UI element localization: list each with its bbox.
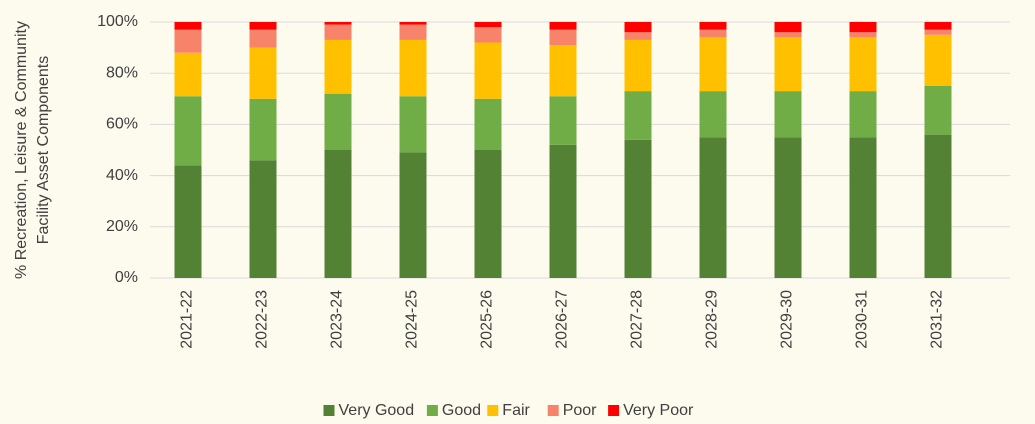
x-tick-label: 2028-29: [704, 290, 721, 349]
x-tick-label: 2026-27: [554, 290, 571, 349]
y-tick-label: 80%: [106, 64, 138, 81]
legend-label: Good: [442, 402, 481, 419]
x-tick-label: 2025-26: [479, 290, 496, 349]
bar-segment: [924, 86, 952, 135]
bar-segment: [624, 39, 652, 92]
legend-label: Poor: [563, 402, 597, 419]
bar-segment: [624, 139, 652, 278]
bar-segment: [924, 134, 952, 278]
bar-segment: [399, 22, 427, 25]
legend-label: Very Good: [339, 402, 415, 419]
bar-segment: [474, 98, 502, 150]
y-axis-title: Facility Asset Components: [35, 56, 52, 245]
bar-segment: [174, 22, 202, 30]
bar-segment: [849, 22, 877, 33]
bar-segment: [924, 29, 952, 35]
bar-segment: [549, 144, 577, 278]
bar-segment: [249, 160, 277, 278]
bar-segment: [324, 150, 352, 278]
y-tick-label: 100%: [97, 13, 138, 30]
bar-segment: [549, 45, 577, 97]
bar-segment: [174, 96, 202, 166]
bar-segment: [699, 22, 727, 30]
x-tick-label: 2023-24: [329, 290, 346, 349]
bar-segment: [624, 91, 652, 140]
bar-segment: [474, 150, 502, 278]
x-tick-label: 2030-31: [854, 290, 871, 349]
x-tick-label: 2027-28: [629, 290, 646, 349]
x-tick-label: 2029-30: [779, 290, 796, 349]
legend-swatch: [547, 405, 559, 416]
bar-segment: [324, 39, 352, 94]
bar-segment: [174, 52, 202, 97]
bar-segment: [774, 32, 802, 38]
bar-segment: [549, 22, 577, 30]
bar-segment: [849, 32, 877, 38]
bar-segment: [849, 37, 877, 92]
bar-segment: [849, 91, 877, 138]
bar-segment: [624, 22, 652, 33]
bar-segment: [774, 37, 802, 92]
bar-segment: [849, 137, 877, 278]
bar-segment: [249, 22, 277, 30]
y-tick-label: 40%: [106, 167, 138, 184]
bar-segment: [699, 91, 727, 138]
bar-segment: [624, 32, 652, 40]
y-tick-label: 60%: [106, 116, 138, 133]
bar-segment: [924, 22, 952, 30]
y-tick-label: 0%: [115, 269, 138, 286]
bar-segment: [699, 137, 727, 278]
x-tick-label: 2024-25: [404, 290, 421, 349]
bar-segment: [399, 39, 427, 97]
bar-segment: [474, 22, 502, 28]
bar-segment: [774, 22, 802, 33]
bar-segment: [324, 24, 352, 40]
bar-segment: [249, 98, 277, 161]
bar-segment: [474, 42, 502, 99]
bar-segment: [399, 24, 427, 40]
bar-segment: [699, 37, 727, 92]
y-axis-title: % Recreation, Leisure & Community: [13, 21, 30, 279]
legend-swatch: [608, 405, 620, 416]
bar-segment: [399, 96, 427, 153]
legend-label: Very Poor: [623, 402, 694, 419]
x-tick-label: 2021-22: [179, 290, 196, 349]
y-tick-label: 20%: [106, 218, 138, 235]
bar-segment: [249, 47, 277, 99]
bar-segment: [924, 34, 952, 86]
bar-segment: [549, 96, 577, 145]
bar-segment: [399, 152, 427, 278]
legend-swatch: [487, 405, 499, 416]
bar-segment: [324, 93, 352, 150]
x-tick-label: 2022-23: [254, 290, 271, 349]
legend-swatch: [323, 405, 335, 416]
bar-segment: [174, 165, 202, 278]
bar-segment: [774, 137, 802, 278]
bar-segment: [474, 27, 502, 43]
bar-segment: [549, 29, 577, 46]
bar-segment: [699, 29, 727, 38]
x-tick-label: 2031-32: [929, 290, 946, 349]
legend-swatch: [426, 405, 438, 416]
bar-segment: [249, 29, 277, 48]
bar-segment: [174, 29, 202, 53]
bar-segment: [774, 91, 802, 138]
bar-segment: [324, 22, 352, 25]
legend-label: Fair: [502, 402, 530, 419]
